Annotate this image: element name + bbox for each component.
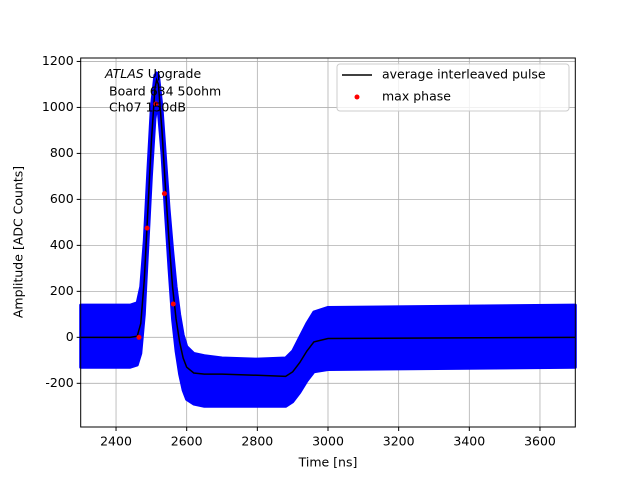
annotation-text: Upgrade (148, 66, 202, 81)
average-line (80, 77, 576, 378)
y-tick-label: 200 (50, 283, 74, 298)
x-tick-label: 2800 (241, 434, 273, 449)
x-tick-label: 3200 (383, 434, 415, 449)
legend-label: average interleaved pulse (382, 67, 546, 82)
max-phase-point (161, 191, 167, 197)
legend-swatch (354, 94, 360, 100)
annotation: Board 634 50ohm (109, 84, 221, 99)
legend: average interleaved pulse max phase (336, 63, 570, 112)
x-tick-label: 3000 (312, 434, 344, 449)
annotation: ATLAS Upgrade (104, 66, 201, 81)
annotation-experiment: ATLAS (104, 66, 144, 81)
annotation: Ch07 150dB (109, 100, 186, 115)
y-tick-label: 600 (50, 191, 74, 206)
x-tick-label: 3400 (453, 434, 485, 449)
x-tick-label: 2600 (171, 434, 203, 449)
y-tick-label: 1200 (42, 53, 74, 68)
x-tick-label: 3600 (524, 434, 556, 449)
y-axis-label: Amplitude [ADC Counts] (11, 166, 26, 318)
y-tick-label: 800 (50, 145, 74, 160)
max-phase-point (136, 334, 142, 340)
max-phase-point (144, 225, 150, 231)
legend-label: max phase (382, 89, 451, 104)
y-tick-label: 1000 (42, 99, 74, 114)
plot-area (79, 58, 577, 427)
x-tick-label: 2400 (100, 434, 132, 449)
y-tick-label: 0 (66, 329, 74, 344)
y-tick-label: 400 (50, 237, 74, 252)
max-phase-point (153, 101, 159, 107)
y-tick-label: -200 (45, 375, 73, 390)
max-phase-point (170, 301, 176, 307)
x-axis-label: Time [ns] (298, 455, 358, 470)
legend-box (336, 63, 570, 112)
